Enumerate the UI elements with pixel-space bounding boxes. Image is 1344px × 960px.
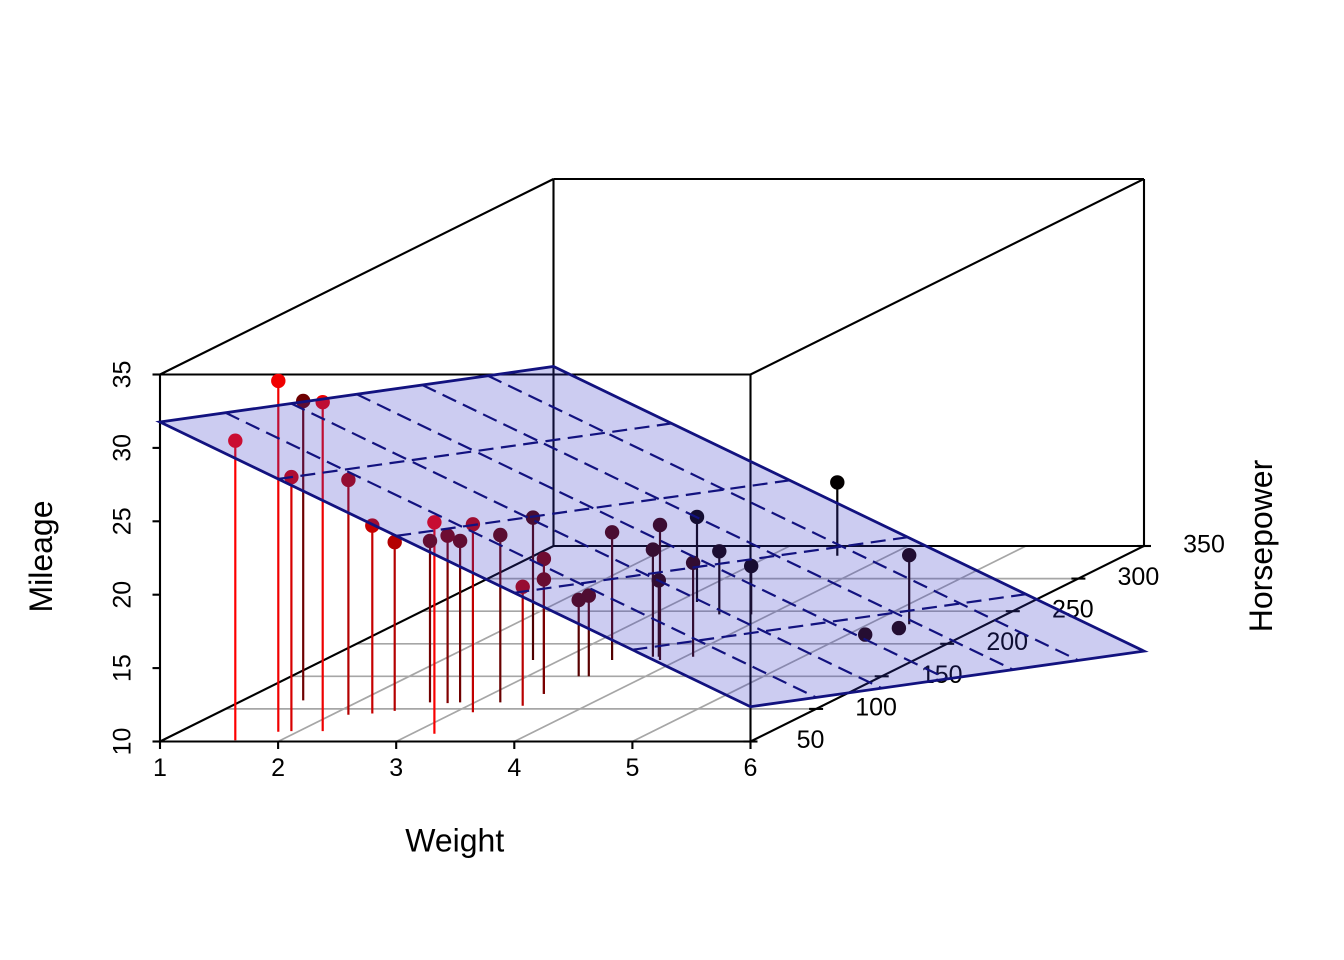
svg-text:3: 3 — [389, 754, 403, 782]
svg-text:2: 2 — [271, 754, 285, 782]
svg-text:25: 25 — [109, 507, 137, 535]
svg-text:50: 50 — [797, 726, 825, 754]
svg-text:1: 1 — [153, 754, 167, 782]
svg-text:350: 350 — [1183, 531, 1225, 559]
svg-text:4: 4 — [507, 754, 521, 782]
svg-text:Horsepower: Horsepower — [1243, 459, 1279, 632]
svg-text:100: 100 — [855, 693, 897, 721]
svg-text:150: 150 — [921, 661, 963, 689]
svg-text:20: 20 — [109, 581, 137, 609]
svg-text:6: 6 — [744, 754, 758, 782]
svg-text:30: 30 — [109, 434, 137, 462]
svg-text:10: 10 — [109, 728, 137, 756]
svg-text:Weight: Weight — [405, 822, 504, 858]
svg-text:5: 5 — [625, 754, 639, 782]
svg-text:Mileage: Mileage — [23, 500, 59, 612]
svg-text:15: 15 — [109, 654, 137, 682]
svg-text:35: 35 — [109, 361, 137, 389]
svg-text:300: 300 — [1118, 563, 1160, 591]
